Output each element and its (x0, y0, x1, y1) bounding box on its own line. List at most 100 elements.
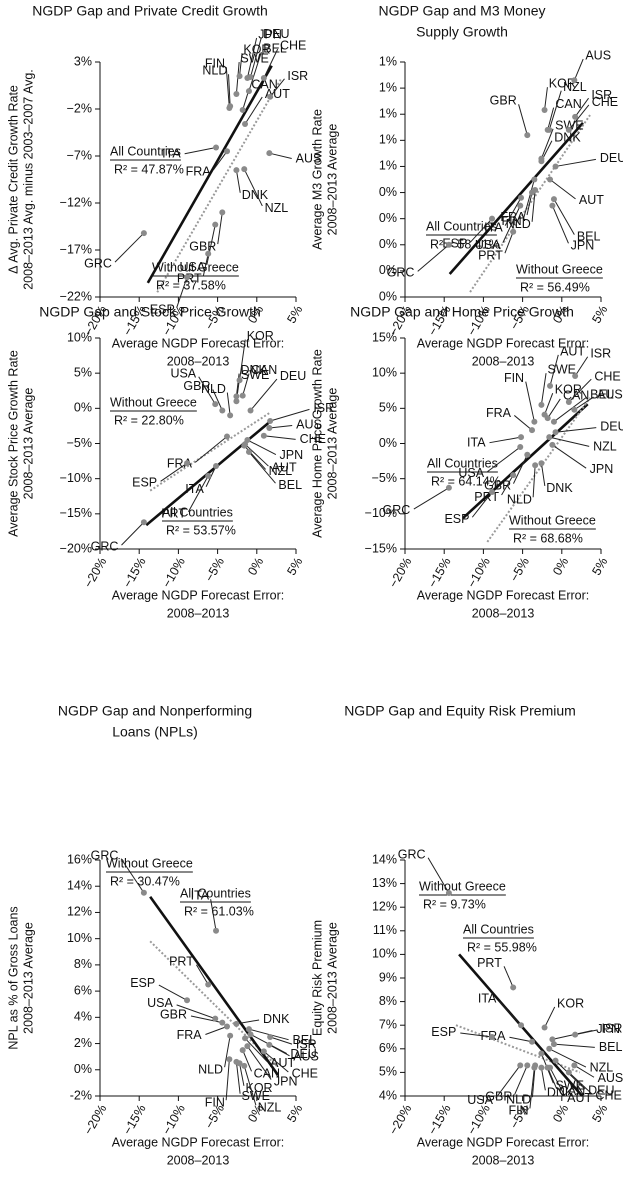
y-axis-label: 2008–2013 Average (325, 124, 339, 236)
point (538, 155, 545, 162)
leader-line (269, 1044, 290, 1057)
leader-line (114, 232, 145, 263)
y-tick-label: 2% (74, 1036, 92, 1050)
point-label: BEL (263, 41, 287, 55)
y-tick-label: 1% (379, 159, 397, 173)
point-label: GRC (398, 847, 426, 861)
point-label: DNK (263, 1012, 290, 1026)
point-label: AUT (560, 344, 585, 358)
x-tick-label: −20% (386, 1102, 414, 1137)
point-label: AUS (293, 1050, 319, 1064)
x-tick-label: 5% (589, 555, 610, 578)
point-label: NZL (265, 201, 289, 215)
point-label: DEU (588, 1084, 614, 1098)
point-label: KOR (557, 997, 584, 1011)
point (244, 436, 251, 443)
point-label: CAN (251, 363, 277, 377)
y-tick-label: 0% (74, 1062, 92, 1076)
leader-line (531, 189, 536, 222)
x-tick-label: 0% (550, 555, 571, 578)
leader-line (547, 1067, 558, 1090)
point-label: DEU (290, 1047, 316, 1061)
leader-line (246, 1045, 272, 1080)
leader-line (248, 451, 276, 484)
point-label: ISR (590, 346, 611, 360)
point-label: AUS (585, 49, 611, 63)
leader-line (501, 474, 514, 496)
leader-line (544, 392, 554, 415)
point (552, 1057, 559, 1064)
fit-line (146, 65, 273, 284)
leader-line (513, 454, 528, 484)
point-label: AUS (597, 388, 623, 402)
panel: NGDP Gap and Private Credit Growth 3% −2% −… (6, 3, 321, 369)
point (565, 399, 572, 406)
x-axis-label: 2008–2013 (167, 606, 230, 620)
point (242, 121, 249, 128)
point-label: CAN (559, 1084, 585, 1098)
leader-line (239, 1063, 245, 1086)
point-label: KOR (549, 77, 576, 91)
y-tick-label: 16% (67, 852, 92, 866)
point (260, 74, 267, 81)
point (236, 73, 243, 80)
leader-line (228, 74, 231, 107)
leader-line (549, 436, 590, 447)
y-tick-label: −5% (372, 471, 397, 485)
y-tick-label: −10% (365, 506, 397, 520)
x-tick-label: −5% (507, 555, 532, 584)
point-label: AUS (296, 151, 322, 165)
leader-line (547, 107, 555, 131)
fit-name: All Countries (427, 456, 498, 470)
point (247, 1031, 254, 1038)
point-label: SWE (555, 1078, 583, 1092)
point (266, 150, 273, 157)
point-label: JPN (280, 448, 304, 462)
y-tick-label: 5% (74, 365, 92, 379)
fit-name: Without Greece (516, 262, 603, 276)
point-label: AUS (296, 417, 322, 431)
point-label: AUT (270, 1056, 295, 1070)
leader-line (243, 168, 263, 207)
leader-line (205, 1026, 228, 1035)
point-label: NZL (269, 464, 293, 478)
point-label: PRT (477, 956, 502, 970)
leader-line (549, 1048, 587, 1068)
point-label: NLD (201, 382, 226, 396)
y-tick-label: 1% (379, 107, 397, 121)
point-label: CAN (555, 97, 581, 111)
point-label: FIN (501, 214, 521, 228)
point (267, 417, 274, 424)
fit-name: All Countries (110, 144, 181, 158)
point-label: ESP (130, 976, 155, 990)
point (267, 93, 274, 100)
point-label: GRC (382, 503, 410, 517)
x-tick-label: 5% (284, 555, 305, 578)
point (538, 1050, 545, 1057)
point-label: JPN (590, 462, 614, 476)
y-tick-label: 12% (372, 899, 397, 913)
leader-line (551, 205, 569, 244)
point-label: JPN (596, 1022, 620, 1036)
point-label: ITA (191, 889, 210, 903)
y-tick-label: −20% (60, 541, 92, 555)
leader-line (263, 435, 296, 440)
y-axis-label: NPL as % of Gross Loans (6, 906, 20, 1049)
y-tick-label: 0% (379, 436, 397, 450)
x-axis-label: Average NGDP Forecast Error: (417, 588, 590, 602)
leader-line (568, 378, 592, 403)
point (205, 472, 212, 479)
y-tick-label: −10% (60, 471, 92, 485)
x-tick-label: 0% (550, 1102, 571, 1125)
point (552, 163, 559, 170)
y-tick-label: −17% (60, 242, 92, 256)
point-label: GRC (84, 257, 112, 271)
point-label: DNK (546, 481, 573, 495)
y-tick-label: 4% (74, 1010, 92, 1024)
y-tick-label: 9% (379, 970, 397, 984)
leader-line (417, 244, 450, 272)
point-label: DNK (547, 1086, 574, 1100)
fit-line (462, 403, 589, 520)
x-tick-label: −15% (425, 555, 453, 590)
x-tick-label: 0% (245, 555, 266, 578)
